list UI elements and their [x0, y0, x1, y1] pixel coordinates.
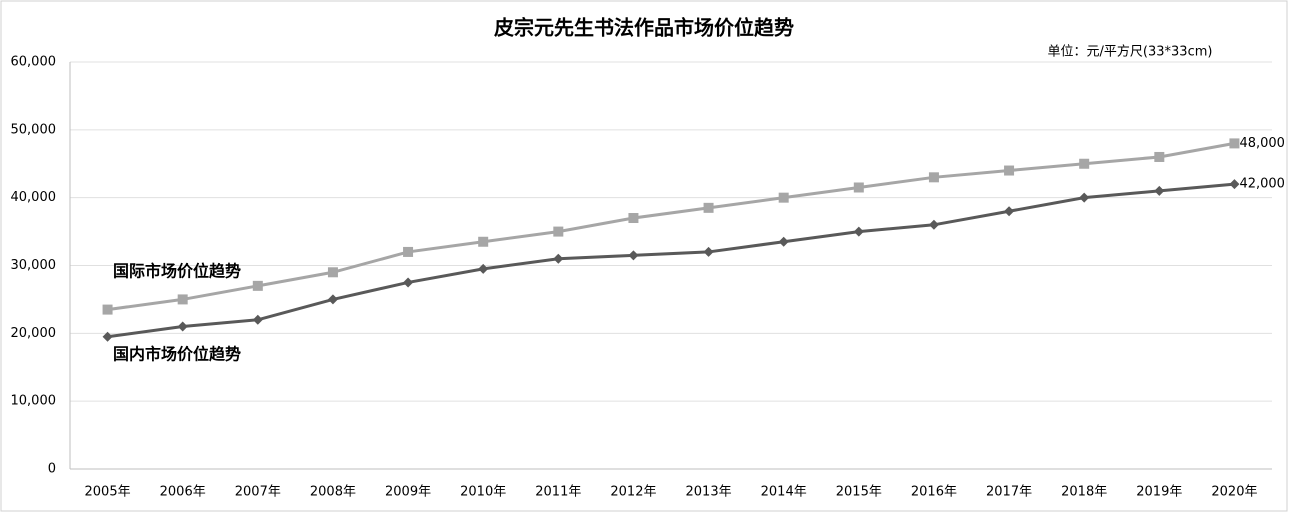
chart-title: 皮宗元先生书法作品市场价位趋势: [494, 16, 794, 40]
point: [1004, 206, 1015, 217]
point: [778, 236, 789, 247]
y-tick-label: 40,000: [11, 190, 57, 205]
point: [1004, 165, 1015, 176]
point: [478, 263, 489, 274]
x-tick-label: 2015年: [836, 485, 882, 500]
x-tick-label: 2011年: [535, 485, 581, 500]
point: [628, 250, 639, 261]
series-label: 国内市场价位趋势: [113, 345, 241, 364]
point: [177, 321, 188, 332]
y-tick-label: 30,000: [11, 258, 57, 273]
x-tick-label: 2017年: [986, 485, 1032, 500]
point: [703, 246, 714, 257]
point: [102, 304, 113, 315]
point: [102, 331, 113, 342]
point: [1229, 138, 1240, 149]
point: [553, 226, 564, 237]
x-tick-label: 2006年: [160, 485, 206, 500]
x-tick-label: 2014年: [761, 485, 807, 500]
point: [252, 280, 263, 291]
point: [703, 202, 714, 213]
point: [628, 213, 639, 224]
x-tick-label: 2010年: [460, 485, 506, 500]
point: [478, 236, 489, 247]
point: [403, 277, 414, 288]
point: [853, 226, 864, 237]
chart-subtitle: 单位：元/平方尺(33*33cm): [1048, 44, 1213, 60]
x-tick-label: 2009年: [385, 485, 431, 500]
series-label: 国际市场价位趋势: [113, 262, 241, 281]
point: [553, 253, 564, 264]
y-tick-label: 0: [48, 462, 56, 477]
point: [778, 192, 789, 203]
x-tick-label: 2019年: [1136, 485, 1182, 500]
point: [1079, 192, 1090, 203]
value-label: 48,000: [1239, 136, 1285, 151]
point: [1154, 151, 1165, 162]
point: [1229, 179, 1240, 190]
series-line: [107, 141, 1235, 312]
point: [928, 172, 939, 183]
x-tick-label: 2018年: [1061, 485, 1107, 500]
y-tick-label: 60,000: [11, 55, 57, 70]
y-tick-label: 50,000: [11, 122, 57, 137]
point: [327, 294, 338, 305]
x-tick-label: 2005年: [85, 485, 131, 500]
x-tick-label: 2016年: [911, 485, 957, 500]
x-tick-label: 2012年: [610, 485, 656, 500]
point: [853, 182, 864, 193]
point: [177, 294, 188, 305]
x-tick-label: 2020年: [1211, 485, 1257, 500]
series-line: [107, 182, 1235, 339]
point: [1079, 158, 1090, 169]
value-label: 42,000: [1239, 177, 1285, 192]
point: [1154, 185, 1165, 196]
point: [403, 246, 414, 257]
x-tick-label: 2013年: [686, 485, 732, 500]
point: [327, 267, 338, 278]
point: [252, 314, 263, 325]
point: [928, 219, 939, 230]
y-tick-label: 10,000: [11, 394, 57, 409]
x-tick-label: 2007年: [235, 485, 281, 500]
y-tick-label: 20,000: [11, 326, 57, 341]
x-tick-label: 2008年: [310, 485, 356, 500]
